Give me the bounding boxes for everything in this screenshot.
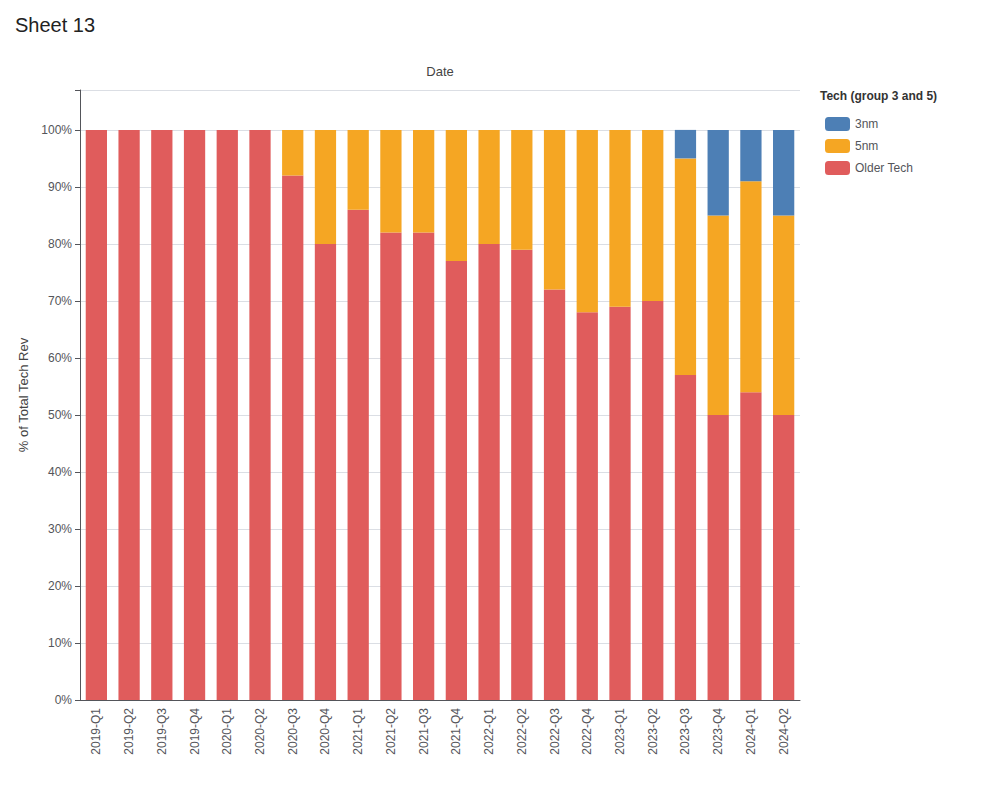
svg-text:60%: 60% <box>48 351 72 365</box>
svg-text:Sheet 13: Sheet 13 <box>15 14 95 36</box>
svg-text:2023-Q3: 2023-Q3 <box>678 708 692 755</box>
svg-text:2023-Q4: 2023-Q4 <box>711 708 725 755</box>
svg-text:40%: 40% <box>48 465 72 479</box>
svg-text:Older Tech: Older Tech <box>855 161 913 175</box>
svg-text:2020-Q3: 2020-Q3 <box>286 708 300 755</box>
svg-text:2020-Q1: 2020-Q1 <box>220 708 234 755</box>
svg-text:10%: 10% <box>48 636 72 650</box>
svg-text:2021-Q2: 2021-Q2 <box>384 708 398 755</box>
svg-text:2023-Q2: 2023-Q2 <box>646 708 660 755</box>
svg-text:5nm: 5nm <box>855 139 878 153</box>
svg-text:% of Total Tech Rev: % of Total Tech Rev <box>16 337 31 452</box>
svg-text:80%: 80% <box>48 237 72 251</box>
svg-text:2021-Q1: 2021-Q1 <box>351 708 365 755</box>
svg-text:Tech (group 3 and 5): Tech (group 3 and 5) <box>820 89 937 103</box>
svg-text:70%: 70% <box>48 294 72 308</box>
svg-text:50%: 50% <box>48 408 72 422</box>
svg-text:2022-Q3: 2022-Q3 <box>548 708 562 755</box>
svg-text:2020-Q2: 2020-Q2 <box>253 708 267 755</box>
svg-text:2022-Q2: 2022-Q2 <box>515 708 529 755</box>
svg-text:0%: 0% <box>55 693 73 707</box>
svg-text:2024-Q1: 2024-Q1 <box>744 708 758 755</box>
svg-text:20%: 20% <box>48 579 72 593</box>
svg-text:2022-Q1: 2022-Q1 <box>482 708 496 755</box>
svg-text:2019-Q2: 2019-Q2 <box>122 708 136 755</box>
svg-text:90%: 90% <box>48 180 72 194</box>
svg-text:2019-Q1: 2019-Q1 <box>89 708 103 755</box>
svg-text:3nm: 3nm <box>855 117 878 131</box>
svg-text:2021-Q3: 2021-Q3 <box>417 708 431 755</box>
svg-text:2021-Q4: 2021-Q4 <box>449 708 463 755</box>
svg-text:100%: 100% <box>41 123 72 137</box>
svg-text:2019-Q3: 2019-Q3 <box>155 708 169 755</box>
svg-text:2024-Q2: 2024-Q2 <box>777 708 791 755</box>
svg-text:Date: Date <box>426 64 453 79</box>
svg-text:2023-Q1: 2023-Q1 <box>613 708 627 755</box>
svg-text:2020-Q4: 2020-Q4 <box>318 708 332 755</box>
svg-text:2019-Q4: 2019-Q4 <box>188 708 202 755</box>
svg-text:30%: 30% <box>48 522 72 536</box>
svg-text:2022-Q4: 2022-Q4 <box>580 708 594 755</box>
